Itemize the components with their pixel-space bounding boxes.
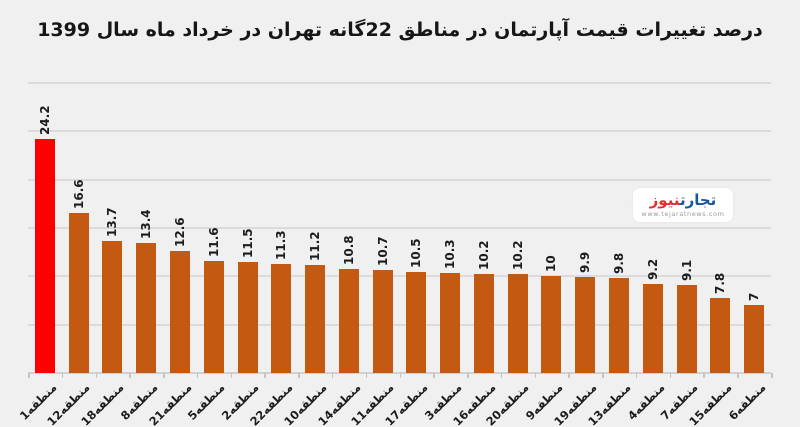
bar-منطقه4: [642, 284, 663, 373]
bar-منطقه11: [372, 269, 393, 373]
bar-منطقه3: [440, 273, 461, 373]
gridline: [28, 275, 771, 278]
bar-value-label: 10.2: [476, 240, 491, 271]
x-axis-label: منطقه6: [725, 380, 769, 423]
bar-value-label: 11.3: [274, 230, 289, 260]
bar-value-label: 9.1: [679, 259, 694, 282]
bar-value-label: 24.2: [37, 105, 52, 136]
gridline: [28, 130, 771, 133]
axis-tick: [95, 373, 98, 378]
bar-value-label: 13.4: [139, 209, 154, 240]
chart-title: درصد تغییرات قیمت آپارتمان در مناطق 22گا…: [37, 19, 763, 41]
bar-منطقه2: [237, 261, 258, 373]
bar-منطقه19: [575, 277, 596, 373]
bar-منطقه17: [406, 271, 427, 373]
bar-منطقه1: [34, 139, 55, 373]
bar-value-label: 12.6: [172, 217, 187, 248]
bar-منطقه5: [203, 260, 224, 373]
axis-tick: [669, 373, 672, 378]
gridline: [28, 227, 771, 229]
gridline: [28, 82, 771, 84]
bar-value-label: 9.2: [645, 258, 660, 281]
bar-value-label: 10.8: [341, 235, 356, 265]
axis-tick: [230, 373, 233, 378]
bar-value-label: 11.5: [240, 228, 255, 258]
axis-tick: [467, 373, 469, 378]
bar-منطقه7: [676, 285, 697, 373]
axis-tick: [264, 373, 266, 378]
logo-url: www.tejaratnews.com: [641, 210, 725, 218]
bar-value-label: 10.2: [510, 240, 525, 271]
axis-tick: [61, 373, 64, 378]
axis-tick: [534, 373, 537, 378]
logo-word-tejarat: تجارت: [679, 191, 717, 209]
bar-value-label: 7: [747, 292, 762, 302]
bar-منطقه22: [271, 263, 292, 373]
bar-منطقه15: [710, 297, 731, 373]
axis-tick: [771, 373, 773, 378]
axis-tick: [298, 373, 300, 378]
axis-tick: [568, 373, 570, 378]
gridline: [28, 178, 771, 181]
bar-منطقه21: [169, 251, 190, 373]
bar-منطقه14: [338, 268, 359, 373]
bar-value-label: 10.7: [375, 235, 390, 266]
bar-value-label: 7.8: [713, 272, 728, 294]
bar-منطقه9: [541, 276, 562, 373]
bar-منطقه6: [744, 305, 765, 373]
axis-tick: [28, 373, 30, 378]
axis-tick: [433, 373, 435, 378]
bar-منطقه18: [102, 240, 123, 373]
axis-tick: [196, 373, 199, 378]
axis-tick: [737, 373, 739, 378]
bar-منطقه12: [68, 212, 89, 373]
logo-word-news: نیوز: [649, 191, 680, 209]
axis-tick: [602, 373, 604, 378]
bar-value-label: 10: [544, 255, 559, 273]
axis-tick: [635, 373, 638, 378]
bar-value-label: 11.6: [206, 227, 221, 257]
gridline: [28, 323, 771, 326]
bar-value-label: 9.9: [578, 252, 593, 274]
bar-منطقه10: [305, 264, 326, 373]
bar-value-label: 9.8: [612, 253, 627, 275]
bar-منطقه13: [609, 278, 630, 373]
axis-tick: [399, 373, 401, 378]
axis-tick: [500, 373, 503, 378]
bar-منطقه20: [507, 274, 528, 373]
plot-area: 24.2 منطقه1 16.6 منطقه12 13.7 منطقه18 13.4 منطق…: [16, 82, 773, 427]
bar-value-label: 11.2: [308, 231, 323, 261]
bar-value-label: 16.6: [71, 178, 86, 209]
bar-value-label: 10.5: [409, 237, 424, 268]
logo-tejaratnews: تجارتنیوز www.tejaratnews.com: [633, 188, 733, 222]
logo-title: تجارتنیوز: [650, 192, 717, 209]
axis-tick: [703, 373, 705, 378]
bar-value-label: 10.3: [443, 239, 458, 270]
bar-value-label: 13.7: [105, 206, 120, 237]
axis-tick: [365, 373, 368, 378]
axis-tick: [331, 373, 334, 378]
axis-tick: [163, 373, 165, 378]
bar-منطقه8: [136, 243, 157, 373]
bar-منطقه16: [473, 274, 494, 373]
axis-tick: [129, 373, 131, 378]
